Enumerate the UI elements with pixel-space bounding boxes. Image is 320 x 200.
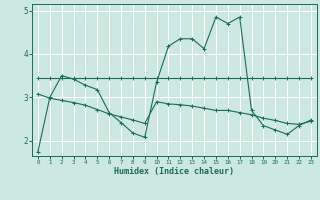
X-axis label: Humidex (Indice chaleur): Humidex (Indice chaleur) <box>115 167 234 176</box>
